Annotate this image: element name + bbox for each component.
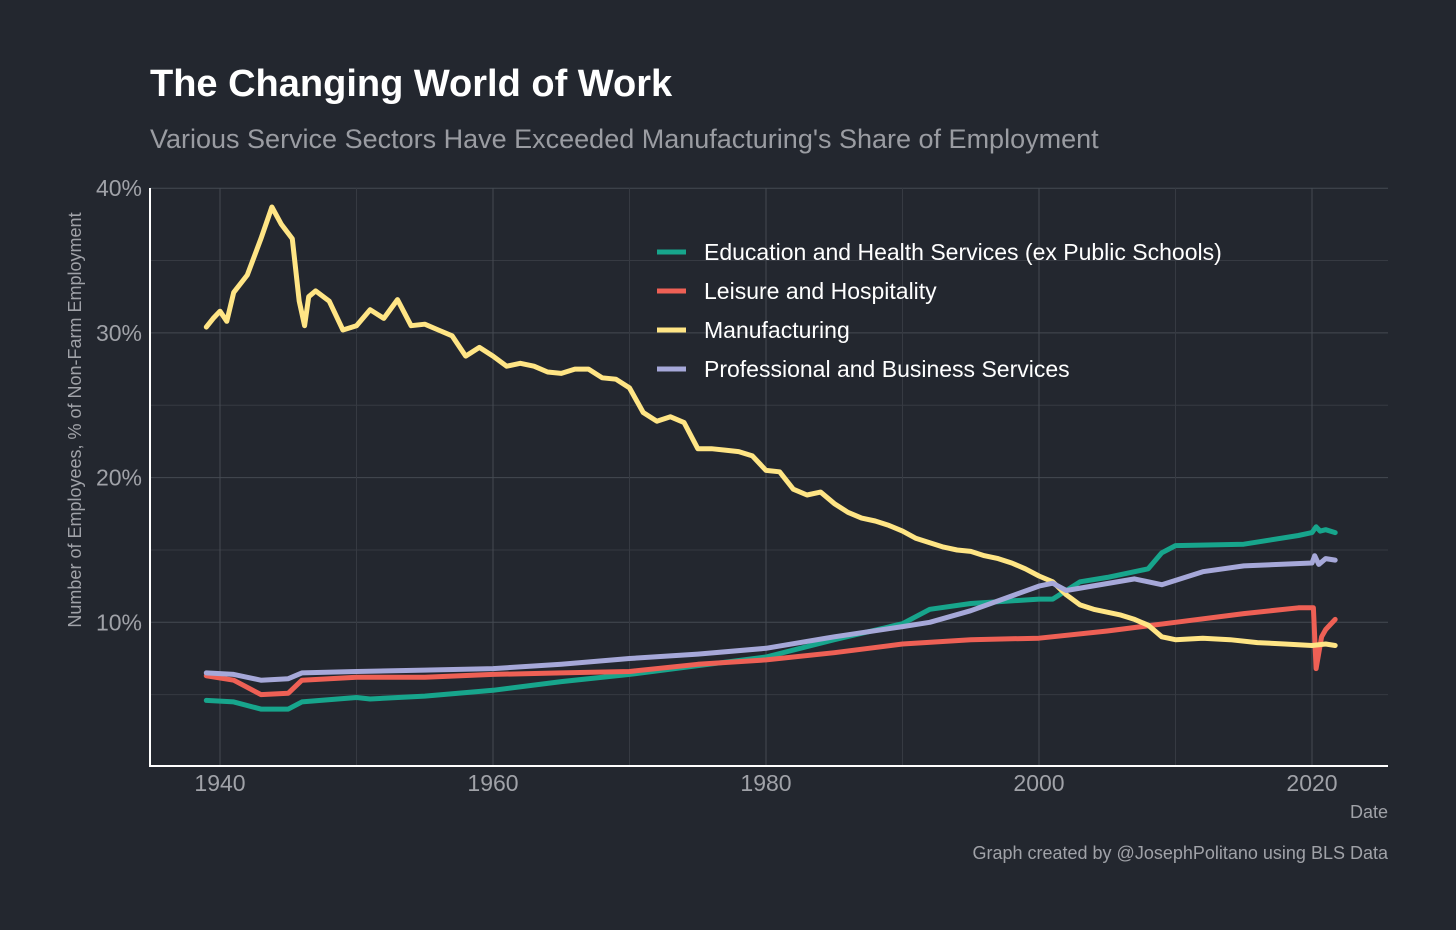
x-tick-label: 1980 bbox=[740, 770, 791, 796]
y-axis-label: Number of Employees, % of Non-Farm Emplo… bbox=[65, 212, 85, 627]
chart-title: The Changing World of Work bbox=[150, 63, 673, 105]
x-tick-label: 2000 bbox=[1013, 770, 1064, 796]
x-tick-label: 1940 bbox=[194, 770, 245, 796]
y-tick-label: 30% bbox=[96, 320, 142, 346]
series-line-leisure-and-hospitality bbox=[203, 605, 1338, 698]
series-line-manufacturing bbox=[203, 204, 1338, 648]
legend-label: Education and Health Services (ex Public… bbox=[704, 239, 1222, 265]
legend: Education and Health Services (ex Public… bbox=[657, 239, 1222, 382]
x-tick-label: 2020 bbox=[1286, 770, 1337, 796]
x-axis-label: Date bbox=[1350, 802, 1388, 822]
legend-label: Manufacturing bbox=[704, 317, 850, 343]
chart-subtitle: Various Service Sectors Have Exceeded Ma… bbox=[150, 124, 1099, 154]
y-tick-label: 20% bbox=[96, 465, 142, 491]
legend-label: Leisure and Hospitality bbox=[704, 278, 937, 304]
x-tick-label: 1960 bbox=[467, 770, 518, 796]
series-line-education-and-health-services-ex-public-schools- bbox=[203, 524, 1338, 712]
y-tick-label: 40% bbox=[96, 175, 142, 201]
series-line-professional-and-business-services bbox=[203, 553, 1338, 683]
legend-label: Professional and Business Services bbox=[704, 356, 1070, 382]
caption: Graph created by @JosephPolitano using B… bbox=[972, 843, 1389, 863]
tick-labels: 1940 1960 1980 2000 2020 10% 20% 30% 40% bbox=[96, 175, 1338, 796]
gridlines bbox=[150, 187, 1388, 767]
y-tick-label: 10% bbox=[96, 609, 142, 635]
series-lines bbox=[203, 204, 1338, 712]
